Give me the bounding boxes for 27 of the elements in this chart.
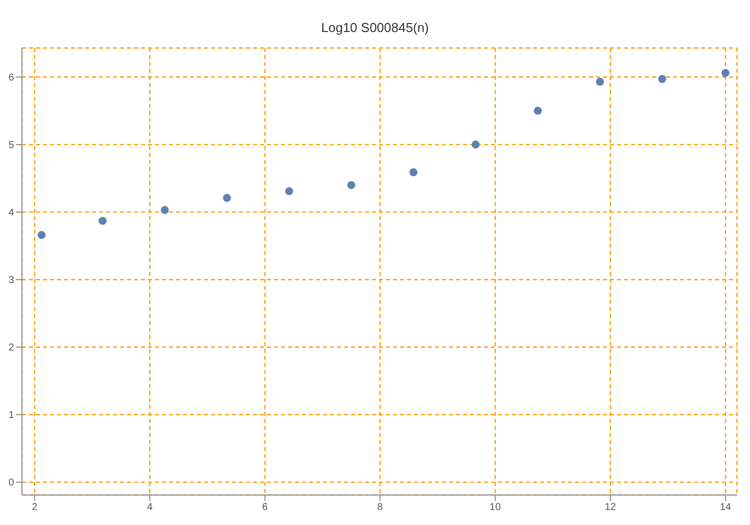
chart-title: Log10 S000845(n) — [320, 20, 430, 35]
x-tick-label: 2 — [32, 502, 38, 514]
point — [285, 187, 294, 196]
x-tick-label: 8 — [377, 502, 384, 514]
y-tick-label: 0 — [8, 478, 14, 489]
y-tick-label: 1 — [8, 410, 14, 422]
y-tick-label: 2 — [8, 342, 14, 354]
point — [472, 140, 480, 149]
point — [409, 168, 418, 176]
x-tick-label: 4 — [147, 502, 154, 514]
x-tick-label: 12 — [604, 502, 616, 514]
point — [222, 194, 231, 202]
y-tick-label: 4 — [8, 208, 14, 219]
point — [160, 206, 169, 214]
y-tick-label: 6 — [8, 72, 14, 84]
y-tick-label: 3 — [8, 275, 14, 286]
point — [347, 181, 356, 190]
point — [658, 75, 666, 84]
point — [721, 68, 730, 77]
y-tick-label: 5 — [8, 140, 14, 152]
x-tick-label: 6 — [262, 502, 268, 514]
point — [98, 216, 107, 225]
point — [38, 231, 46, 240]
x-tick-label: 14 — [720, 502, 732, 514]
x-tick-label: 10 — [490, 502, 502, 514]
point — [596, 78, 604, 86]
point — [534, 106, 542, 115]
